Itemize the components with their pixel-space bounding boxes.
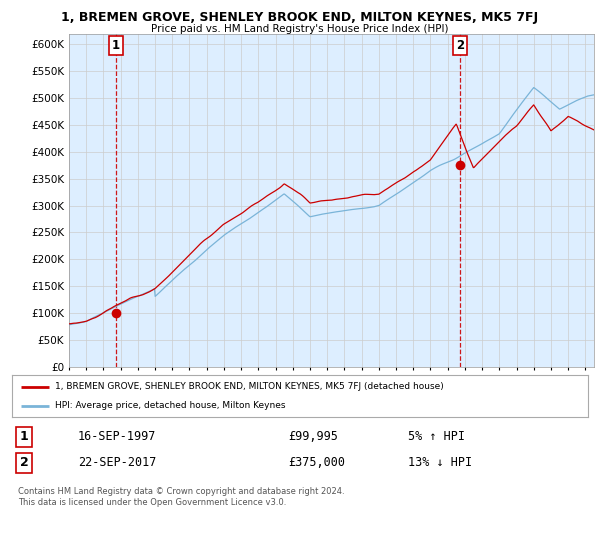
Text: £375,000: £375,000 [288, 456, 345, 469]
Text: 13% ↓ HPI: 13% ↓ HPI [408, 456, 472, 469]
Text: 22-SEP-2017: 22-SEP-2017 [78, 456, 157, 469]
Text: 1: 1 [112, 39, 120, 52]
Text: Price paid vs. HM Land Registry's House Price Index (HPI): Price paid vs. HM Land Registry's House … [151, 24, 449, 34]
Text: 1, BREMEN GROVE, SHENLEY BROOK END, MILTON KEYNES, MK5 7FJ: 1, BREMEN GROVE, SHENLEY BROOK END, MILT… [61, 11, 539, 24]
Text: 2: 2 [20, 456, 28, 469]
Text: 2: 2 [456, 39, 464, 52]
Text: Contains HM Land Registry data © Crown copyright and database right 2024.
This d: Contains HM Land Registry data © Crown c… [18, 487, 344, 507]
Text: 1, BREMEN GROVE, SHENLEY BROOK END, MILTON KEYNES, MK5 7FJ (detached house): 1, BREMEN GROVE, SHENLEY BROOK END, MILT… [55, 382, 444, 391]
Text: £99,995: £99,995 [288, 430, 338, 443]
Text: 5% ↑ HPI: 5% ↑ HPI [408, 430, 465, 443]
Text: 1: 1 [20, 430, 28, 443]
Text: HPI: Average price, detached house, Milton Keynes: HPI: Average price, detached house, Milt… [55, 402, 286, 410]
Text: 16-SEP-1997: 16-SEP-1997 [78, 430, 157, 443]
